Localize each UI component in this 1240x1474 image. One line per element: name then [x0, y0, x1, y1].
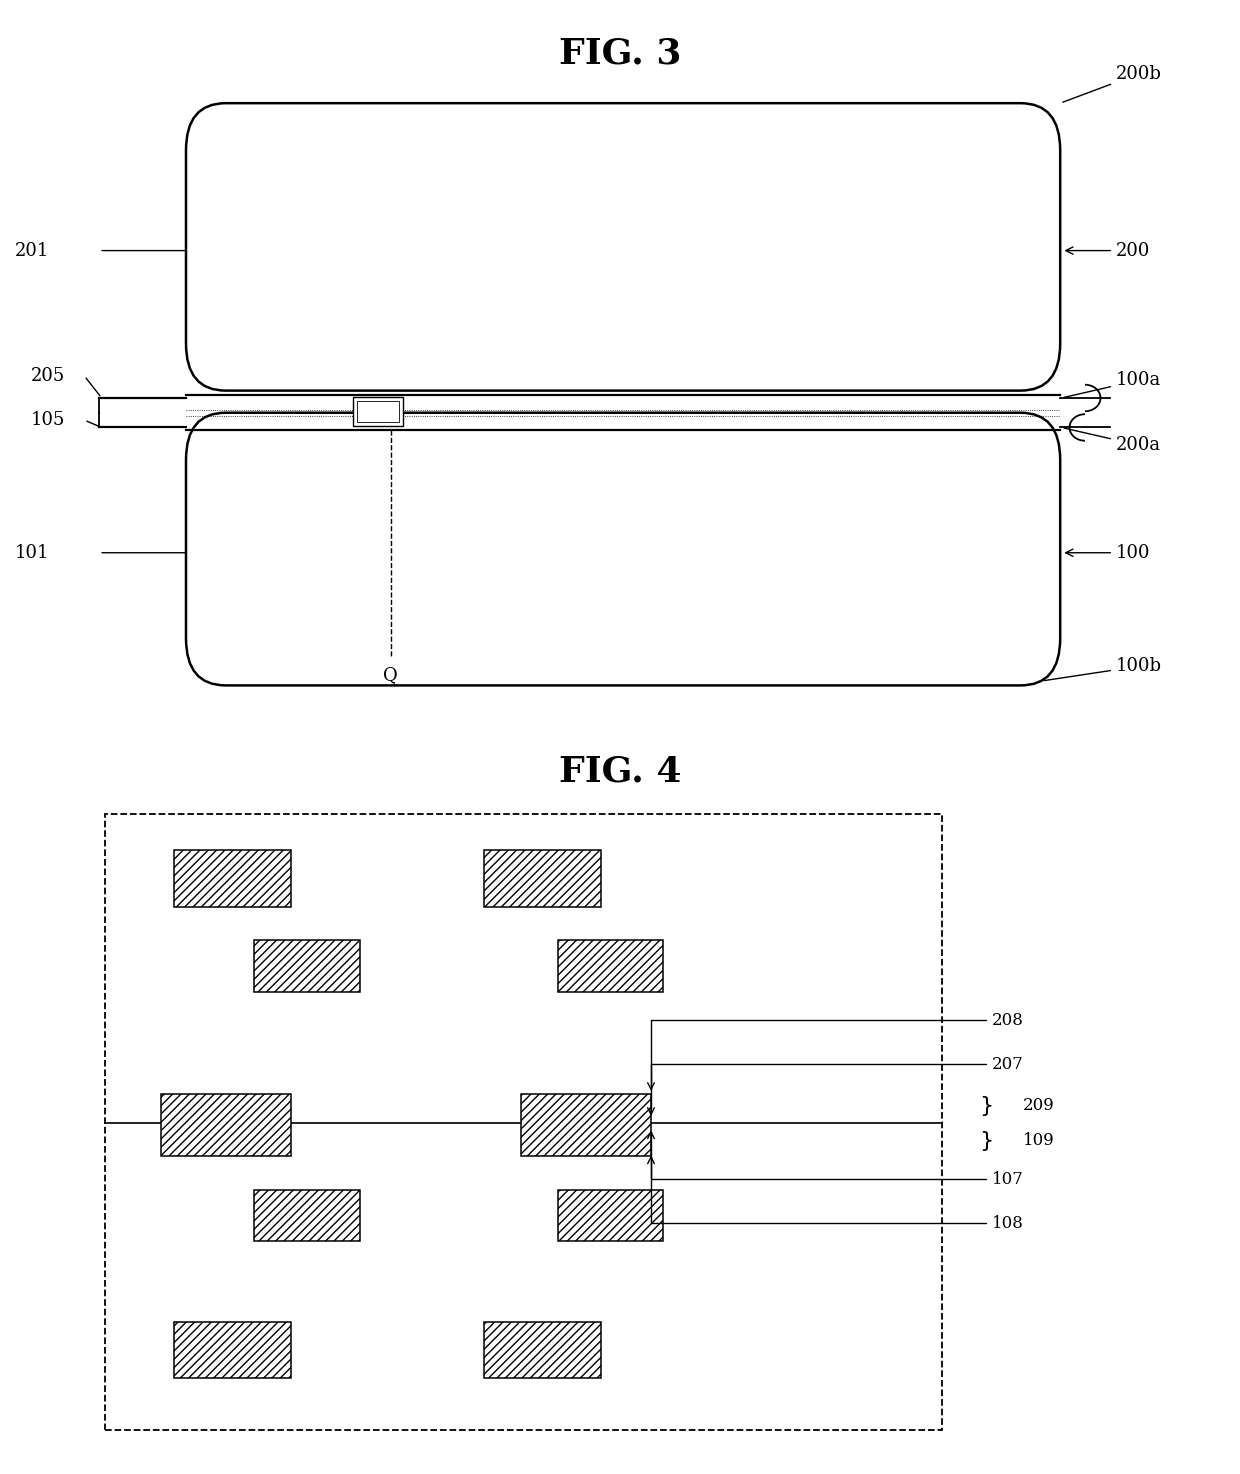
Text: 100: 100	[1065, 544, 1151, 562]
Bar	[521, 1094, 651, 1156]
Text: 200a: 200a	[1064, 427, 1161, 454]
Bar	[353, 397, 403, 426]
Bar	[254, 1190, 360, 1241]
Bar	[484, 850, 601, 907]
Text: 201: 201	[15, 242, 50, 259]
Text: 200b: 200b	[1063, 65, 1162, 102]
Bar	[484, 1322, 601, 1378]
FancyBboxPatch shape	[186, 103, 1060, 391]
Text: 208: 208	[647, 1011, 1024, 1089]
Bar	[357, 401, 399, 422]
FancyBboxPatch shape	[186, 413, 1060, 685]
Text: 109: 109	[1023, 1132, 1055, 1150]
Text: 209: 209	[1023, 1097, 1055, 1114]
Text: FIG. 4: FIG. 4	[559, 755, 681, 789]
Text: 100b: 100b	[1044, 657, 1162, 681]
Bar	[174, 1322, 291, 1378]
Bar	[558, 1190, 663, 1241]
Bar	[161, 1094, 291, 1156]
Text: 108: 108	[647, 1157, 1024, 1232]
Text: 205: 205	[31, 367, 66, 385]
Bar	[558, 940, 663, 992]
Text: }: }	[980, 1095, 993, 1116]
Text: 105: 105	[31, 411, 66, 429]
Text: Q: Q	[383, 666, 398, 684]
Bar	[254, 940, 360, 992]
Text: FIG. 3: FIG. 3	[559, 37, 681, 71]
Text: 101: 101	[15, 544, 50, 562]
Bar	[105, 814, 942, 1430]
Bar	[174, 850, 291, 907]
Text: 100a: 100a	[1064, 371, 1161, 398]
Text: 200: 200	[1065, 242, 1151, 259]
Text: }: }	[980, 1131, 993, 1151]
Text: 107: 107	[647, 1132, 1024, 1188]
Text: 207: 207	[647, 1055, 1024, 1114]
